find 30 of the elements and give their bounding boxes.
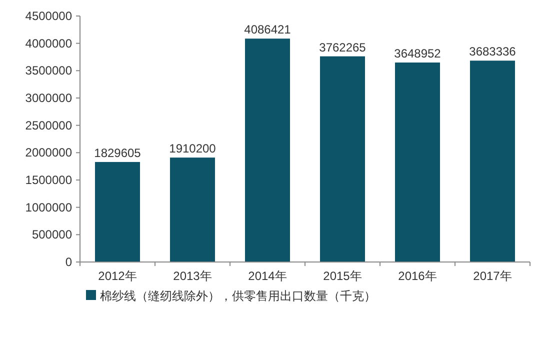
plot: 1829605 1910200 4086421 3762265 3648952 3683336 <box>94 22 516 262</box>
bar <box>245 38 290 262</box>
bar <box>170 158 215 262</box>
data-label: 4086421 <box>244 22 292 37</box>
bar <box>95 162 140 262</box>
y-tick-label: 1000000 <box>25 200 72 214</box>
y-tick-label: 4500000 <box>25 9 72 23</box>
x-tick-label: 2015年 <box>323 269 362 283</box>
x-tick-label: 2016年 <box>398 269 437 283</box>
x-tick-label: 2014年 <box>248 269 287 283</box>
x-tick-label: 2017年 <box>473 269 512 283</box>
y-tick-label: 0 <box>65 255 72 269</box>
data-label: 1829605 <box>94 146 142 160</box>
legend: 棉纱线（缝纫线除外），供零售用出口数量（千克） <box>86 289 376 303</box>
bar <box>320 56 365 262</box>
y-tick-label: 2500000 <box>25 118 72 132</box>
x-tick-label: 2013年 <box>173 269 212 283</box>
bar <box>470 60 515 262</box>
y-tick-label: 1500000 <box>25 173 72 187</box>
x-tick-label: 2012年 <box>98 269 137 283</box>
bar <box>395 62 440 262</box>
data-label: 1910200 <box>169 142 216 156</box>
y-tick-label: 4000000 <box>25 36 72 50</box>
data-label: 3683336 <box>469 44 516 59</box>
y-tick-label: 3000000 <box>25 91 72 105</box>
y-tick-label: 500000 <box>32 228 72 242</box>
data-label: 3648952 <box>394 46 442 61</box>
data-label: 3762265 <box>319 40 366 54</box>
y-tick-label: 2000000 <box>25 146 72 160</box>
y-tick-label: 3500000 <box>25 64 72 78</box>
